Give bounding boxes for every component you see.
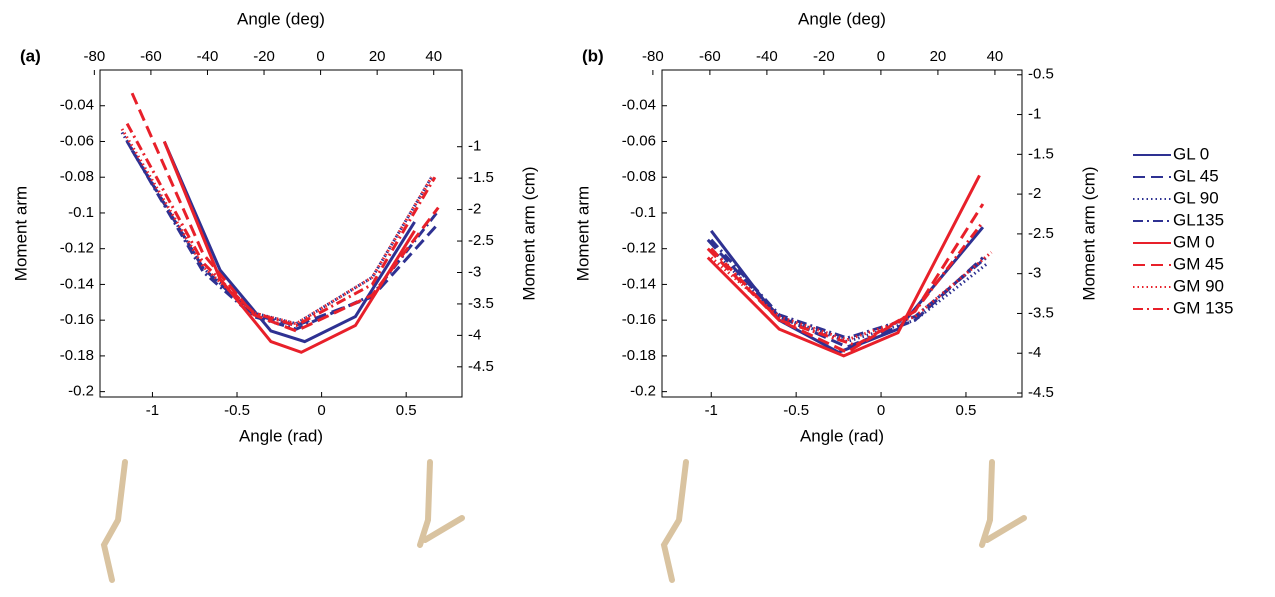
x-tick-label: 0 — [877, 402, 885, 419]
legend-label: GL 45 — [1173, 166, 1219, 185]
y2-tick-label: -3 — [1028, 265, 1041, 282]
x-tick-label: -1 — [146, 402, 159, 419]
y-tick-label: -0.1 — [68, 204, 94, 221]
y2-tick-label: -4.5 — [1028, 384, 1054, 401]
y-tick-label: -0.08 — [60, 168, 94, 185]
x2-tick-label: -80 — [642, 48, 664, 65]
x2-tick-label: -80 — [84, 48, 106, 65]
y-axis-label: Moment arm — [11, 186, 30, 281]
series-line — [706, 203, 985, 355]
x2-tick-label: -60 — [140, 48, 162, 65]
y-tick-label: -0.18 — [622, 347, 656, 364]
x2-axis-label: Angle (deg) — [237, 9, 325, 28]
x-tick-label: 0 — [317, 402, 325, 419]
legend-label: GM 0 — [1173, 232, 1215, 251]
y-tick-label: -0.14 — [622, 275, 656, 292]
x-tick-label: -0.5 — [783, 402, 809, 419]
x-axis-label: Angle (rad) — [800, 426, 884, 445]
y-axis-label: Moment arm — [573, 186, 592, 281]
series-line — [710, 238, 988, 340]
y2-tick-label: -0.5 — [1028, 66, 1054, 83]
x-tick-label: -1 — [705, 402, 718, 419]
x2-axis-label: Angle (deg) — [798, 9, 886, 28]
y2-tick-label: -4 — [468, 326, 481, 343]
y2-tick-label: -1 — [1028, 106, 1041, 123]
y2-tick-label: -1.5 — [1028, 145, 1054, 162]
legend-label: GL135 — [1173, 210, 1224, 229]
y-tick-label: -0.06 — [622, 132, 656, 149]
y2-tick-label: -1 — [468, 138, 481, 155]
y-tick-label: -0.08 — [622, 168, 656, 185]
legend-label: GM 45 — [1173, 254, 1224, 273]
series-line — [120, 131, 433, 326]
series-line — [706, 174, 981, 358]
y-tick-label: -0.12 — [622, 240, 656, 257]
y-tick-label: -0.12 — [60, 240, 94, 257]
legend-label: GL 90 — [1173, 188, 1219, 207]
x2-tick-label: -60 — [699, 48, 721, 65]
legend-label: GM 90 — [1173, 276, 1224, 295]
plot-frame — [99, 69, 463, 398]
panel-label: (b) — [582, 46, 604, 65]
series-line — [710, 247, 989, 344]
x2-tick-label: 0 — [316, 48, 324, 65]
x2-tick-label: 20 — [930, 48, 947, 65]
y2-tick-label: -2 — [468, 201, 481, 218]
series-line — [125, 140, 438, 331]
series-line — [120, 128, 433, 326]
x2-tick-label: -20 — [253, 48, 275, 65]
y2-tick-label: -3.5 — [1028, 304, 1054, 321]
y-tick-label: -0.1 — [630, 204, 656, 221]
plot-lines — [120, 92, 440, 354]
x-axis-label: Angle (rad) — [239, 426, 323, 445]
x2-tick-label: 0 — [877, 48, 885, 65]
y-tick-label: -0.16 — [60, 311, 94, 328]
bone-leg — [979, 459, 1027, 548]
x-tick-label: -0.5 — [224, 402, 250, 419]
x2-tick-label: 20 — [369, 48, 386, 65]
bone-leg — [660, 459, 689, 583]
series-line — [130, 92, 440, 333]
y-tick-label: -0.18 — [60, 347, 94, 364]
y2-axis-label: Moment arm (cm) — [1079, 166, 1098, 300]
legend-label: GL 0 — [1173, 144, 1209, 163]
y2-tick-label: -4.5 — [468, 358, 494, 375]
y-tick-label: -0.16 — [622, 311, 656, 328]
y2-tick-label: -1.5 — [468, 169, 494, 186]
y-tick-label: -0.06 — [60, 132, 94, 149]
series-line — [706, 238, 984, 349]
y-tick-label: -0.2 — [68, 383, 94, 400]
series-line — [125, 122, 437, 328]
x-tick-label: 0.5 — [396, 402, 417, 419]
y2-tick-label: -2.5 — [1028, 225, 1054, 242]
x-tick-label: 0.5 — [956, 402, 977, 419]
plot-frame — [661, 69, 1023, 398]
y2-axis-label: Moment arm (cm) — [519, 166, 538, 300]
y2-tick-label: -3 — [468, 263, 481, 280]
bone-illustrations — [100, 459, 1027, 583]
x2-tick-label: -20 — [813, 48, 835, 65]
y-tick-label: -0.14 — [60, 275, 94, 292]
y2-tick-label: -2 — [1028, 185, 1041, 202]
y-tick-label: -0.2 — [630, 383, 656, 400]
y-tick-label: -0.04 — [60, 97, 94, 114]
series-line — [162, 140, 416, 344]
y2-tick-label: -3.5 — [468, 295, 494, 312]
series-line — [710, 251, 993, 342]
series-line — [162, 140, 416, 354]
x2-tick-label: 40 — [987, 48, 1004, 65]
series-line — [710, 220, 985, 347]
bone-leg — [417, 459, 465, 548]
y-tick-label: -0.04 — [622, 97, 656, 114]
panel-label: (a) — [20, 46, 41, 65]
x2-tick-label: -40 — [756, 48, 778, 65]
legend-label: GM 135 — [1173, 298, 1233, 317]
plot-lines — [706, 174, 993, 358]
x2-tick-label: 40 — [425, 48, 442, 65]
bone-leg — [100, 459, 128, 583]
y2-tick-label: -2.5 — [468, 232, 494, 249]
y2-tick-label: -4 — [1028, 344, 1041, 361]
x2-tick-label: -40 — [197, 48, 219, 65]
